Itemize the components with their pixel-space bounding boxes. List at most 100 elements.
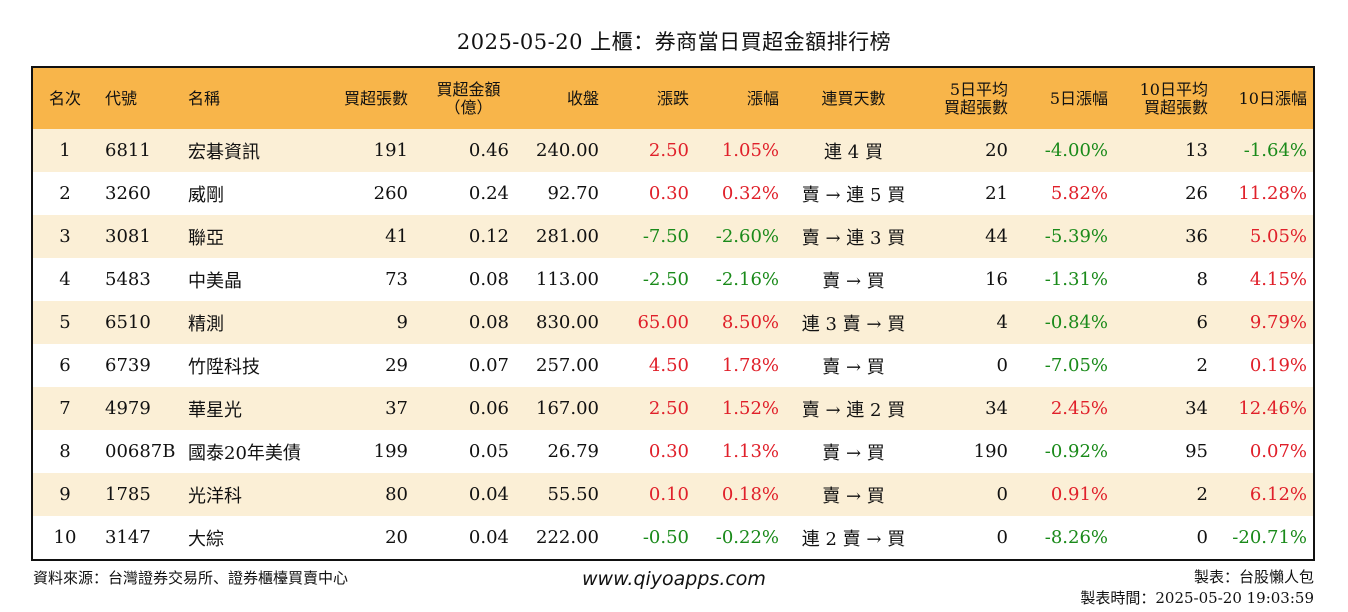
cell-avg5: 44 <box>985 226 1008 247</box>
cell-streak: 連 3 賣 → 買 <box>801 313 906 335</box>
cell-avg10: 6 <box>1196 312 1208 333</box>
table-row: 5 6510 精測 9 0.08 830.00 65.00 8.50% 連 3 … <box>33 301 1313 344</box>
cell-code: 1785 <box>105 484 151 505</box>
cell-avg10: 26 <box>1185 183 1208 204</box>
cell-name: 國泰20年美債 <box>188 442 301 464</box>
website-link[interactable]: www.qiyoapps.com <box>582 568 766 590</box>
cell-close: 167.00 <box>536 398 599 419</box>
cell-change: -2.50 <box>642 269 689 290</box>
cell-code: 5483 <box>105 269 151 290</box>
cell-pct10: 9.79% <box>1249 312 1307 333</box>
cell-change-pct: -2.60% <box>715 226 779 247</box>
header-code: 代號 <box>105 88 138 108</box>
header-buy-amount: 買超金額 （億） <box>418 68 519 129</box>
cell-name: 精測 <box>188 313 224 335</box>
cell-name: 大綜 <box>188 528 224 550</box>
cell-avg5: 0 <box>996 355 1008 376</box>
cell-buy-lots: 73 <box>385 269 408 290</box>
cell-code: 00687B <box>105 441 176 462</box>
cell-buy-lots: 37 <box>385 398 408 419</box>
cell-buy-amount: 0.04 <box>468 527 509 548</box>
cell-change: 0.10 <box>648 484 689 505</box>
cell-avg10: 8 <box>1196 269 1208 290</box>
cell-change-pct: 0.18% <box>721 484 779 505</box>
cell-pct5: -8.26% <box>1044 527 1108 548</box>
cell-pct10: -20.71% <box>1232 527 1307 548</box>
cell-avg10: 0 <box>1196 527 1208 548</box>
table-body: 1 6811 宏碁資訊 191 0.46 240.00 2.50 1.05% 連… <box>33 129 1313 559</box>
cell-streak: 賣 → 連 5 買 <box>801 184 906 206</box>
cell-pct10: 5.05% <box>1249 226 1307 247</box>
cell-pct10: 11.28% <box>1238 183 1307 204</box>
cell-avg5: 0 <box>996 527 1008 548</box>
cell-avg10: 13 <box>1185 140 1208 161</box>
maker-info: 製表：台股懶人包 製表時間：2025-05-20 19:03:59 <box>1080 567 1314 609</box>
cell-close: 55.50 <box>547 484 599 505</box>
header-close: 收盤 <box>566 88 599 108</box>
header-rank: 名次 <box>48 88 81 108</box>
table-row: 2 3260 威剛 260 0.24 92.70 0.30 0.32% 賣 → … <box>33 172 1313 215</box>
cell-pct10: 0.19% <box>1249 355 1307 376</box>
cell-change: 0.30 <box>648 441 689 462</box>
cell-name: 華星光 <box>188 399 242 421</box>
cell-name: 聯亞 <box>188 227 224 249</box>
cell-change-pct: 8.50% <box>721 312 779 333</box>
cell-close: 281.00 <box>536 226 599 247</box>
cell-rank: 4 <box>59 269 71 290</box>
cell-buy-amount: 0.12 <box>468 226 509 247</box>
cell-change: -7.50 <box>642 226 689 247</box>
cell-change: 0.30 <box>648 183 689 204</box>
cell-code: 6510 <box>105 312 151 333</box>
cell-change-pct: 1.13% <box>721 441 779 462</box>
ranking-table: 名次 代號 名稱 買超張數 買超金額 （億） 收盤 漲跌 漲幅 連買天數 5日平… <box>33 68 1313 559</box>
table-row: 8 00687B 國泰20年美債 199 0.05 26.79 0.30 1.1… <box>33 430 1313 473</box>
cell-buy-lots: 41 <box>385 226 408 247</box>
cell-buy-lots: 199 <box>373 441 408 462</box>
cell-buy-amount: 0.05 <box>468 441 509 462</box>
cell-pct5: 0.91% <box>1050 484 1108 505</box>
table-row: 3 3081 聯亞 41 0.12 281.00 -7.50 -2.60% 賣 … <box>33 215 1313 258</box>
cell-rank: 10 <box>53 527 77 548</box>
cell-rank: 8 <box>59 441 71 462</box>
header-avg10-line2: 買超張數 <box>1143 97 1208 117</box>
cell-rank: 7 <box>59 398 71 419</box>
cell-close: 26.79 <box>547 441 599 462</box>
cell-pct5: -5.39% <box>1044 226 1108 247</box>
cell-rank: 1 <box>59 140 71 161</box>
cell-pct5: -1.31% <box>1044 269 1108 290</box>
cell-avg10: 36 <box>1185 226 1208 247</box>
cell-buy-lots: 29 <box>385 355 408 376</box>
cell-rank: 3 <box>59 226 71 247</box>
cell-name: 威剛 <box>188 184 224 206</box>
cell-streak: 賣 → 買 <box>822 442 885 464</box>
cell-close: 257.00 <box>536 355 599 376</box>
cell-pct5: 5.82% <box>1050 183 1108 204</box>
table-row: 4 5483 中美晶 73 0.08 113.00 -2.50 -2.16% 賣… <box>33 258 1313 301</box>
cell-buy-lots: 80 <box>385 484 408 505</box>
maker-label: 製表：台股懶人包 <box>1193 568 1314 586</box>
cell-code: 4979 <box>105 398 151 419</box>
data-source-note: 資料來源：台灣證券交易所、證券櫃檯買賣中心 <box>33 569 349 587</box>
cell-code: 6811 <box>105 140 151 161</box>
cell-buy-amount: 0.07 <box>468 355 509 376</box>
header-avg10: 10日平均 買超張數 <box>1118 68 1218 129</box>
cell-avg5: 16 <box>985 269 1008 290</box>
cell-change: 4.50 <box>648 355 689 376</box>
cell-change-pct: 0.32% <box>721 183 779 204</box>
cell-buy-amount: 0.24 <box>468 183 509 204</box>
cell-code: 3260 <box>105 183 151 204</box>
table-header-row: 名次 代號 名稱 買超張數 買超金額 （億） 收盤 漲跌 漲幅 連買天數 5日平… <box>33 68 1313 129</box>
cell-change: 2.50 <box>648 140 689 161</box>
made-time: 製表時間：2025-05-20 19:03:59 <box>1080 589 1314 607</box>
header-change-pct: 漲幅 <box>746 88 779 108</box>
header-avg5-line2: 買超張數 <box>943 97 1008 117</box>
cell-rank: 6 <box>59 355 71 376</box>
cell-change-pct: 1.78% <box>721 355 779 376</box>
cell-avg5: 34 <box>985 398 1008 419</box>
cell-rank: 5 <box>59 312 71 333</box>
cell-name: 宏碁資訊 <box>188 141 260 163</box>
header-buy-amount-line2: （億） <box>444 97 493 117</box>
cell-buy-lots: 260 <box>373 183 408 204</box>
cell-buy-lots: 20 <box>385 527 408 548</box>
cell-buy-lots: 9 <box>396 312 408 333</box>
